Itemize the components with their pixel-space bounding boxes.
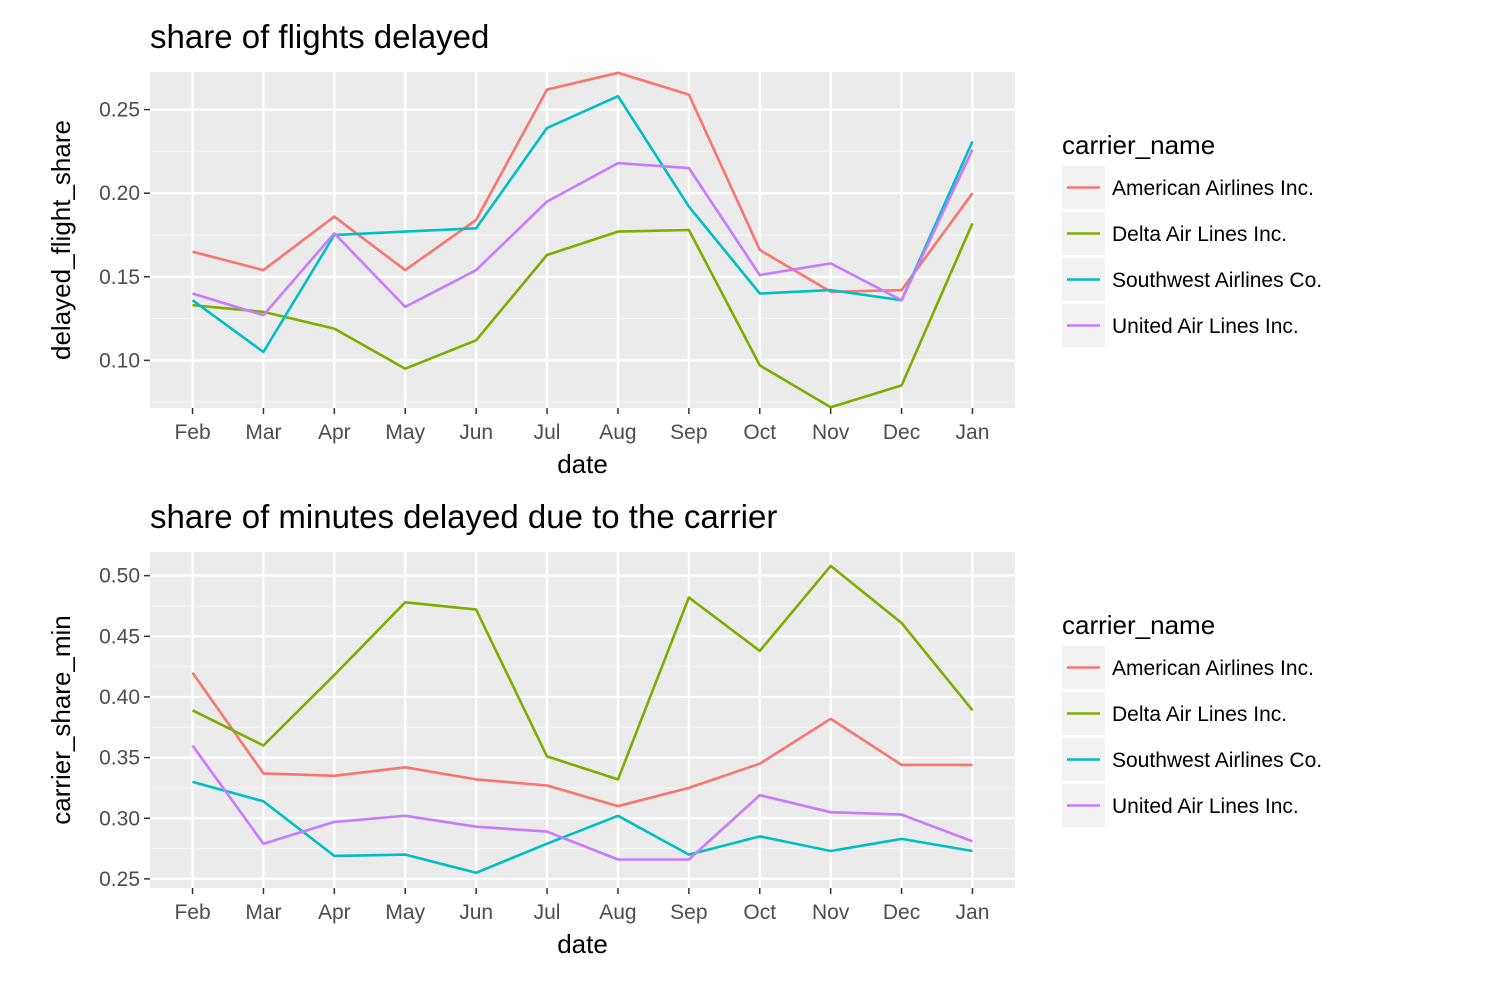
x-tick-label: Feb (174, 901, 210, 924)
y-tick-label: 0.25 (99, 99, 140, 122)
y-tick-label: 0.20 (99, 182, 140, 205)
series-line-4 (192, 149, 974, 317)
legend-label: United Air Lines Inc. (1112, 795, 1299, 818)
legend-label: American Airlines Inc. (1112, 177, 1314, 200)
x-tick-label: Oct (743, 901, 776, 924)
x-tick-label: Aug (599, 901, 636, 924)
chart-panel-2: share of minutes delayed due to the carr… (46, 498, 1322, 959)
series-line-4 (191, 744, 973, 861)
y-tick-label: 0.15 (99, 266, 140, 289)
x-tick-label: Dec (883, 421, 920, 444)
x-axis-title: date (557, 449, 608, 479)
legend-label: Delta Air Lines Inc. (1112, 223, 1287, 246)
y-tick-label: 0.10 (99, 349, 140, 372)
x-tick-label: Mar (245, 421, 281, 444)
x-tick-label: Nov (812, 901, 850, 924)
y-axis-title: delayed_flight_share (46, 120, 76, 360)
chart-title: share of minutes delayed due to the carr… (150, 498, 777, 535)
x-tick-label: Nov (812, 421, 850, 444)
x-tick-label: Sep (670, 901, 707, 924)
y-tick-label: 0.25 (99, 868, 140, 891)
legend-label: Delta Air Lines Inc. (1112, 703, 1287, 726)
y-tick-label: 0.45 (99, 625, 140, 648)
series-line-3 (191, 94, 974, 354)
series-line-2 (192, 222, 974, 409)
x-tick-label: May (385, 421, 425, 444)
legend-title: carrier_name (1062, 610, 1215, 640)
x-axis-title: date (557, 929, 608, 959)
y-tick-label: 0.40 (99, 686, 140, 709)
legend-label: United Air Lines Inc. (1112, 315, 1299, 338)
x-tick-label: May (385, 901, 425, 924)
x-tick-label: Jan (956, 421, 990, 444)
plot-background (150, 552, 1015, 888)
series-line-1 (191, 671, 973, 808)
x-tick-label: Mar (245, 901, 281, 924)
y-tick-label: 0.35 (99, 747, 140, 770)
chart-title: share of flights delayed (150, 18, 489, 55)
x-tick-label: Jan (956, 901, 990, 924)
x-tick-label: Jul (534, 421, 561, 444)
chart-panel-1: share of flights delayed 0.10 0.15 0.20 0.25… (46, 18, 1322, 479)
x-tick-label: Jul (534, 901, 561, 924)
x-tick-label: Feb (174, 421, 210, 444)
y-tick-label: 0.50 (99, 565, 140, 588)
x-tick-label: Apr (318, 901, 351, 924)
y-tick-label: 0.30 (99, 807, 140, 830)
x-tick-label: Sep (670, 421, 707, 444)
legend-label: Southwest Airlines Co. (1112, 749, 1322, 772)
series-line-2 (191, 564, 974, 781)
x-tick-label: Jun (459, 901, 493, 924)
x-tick-label: Oct (743, 421, 776, 444)
x-tick-label: Apr (318, 421, 351, 444)
legend-title: carrier_name (1062, 130, 1215, 160)
x-tick-label: Jun (459, 421, 493, 444)
y-axis-title: carrier_share_min (46, 615, 76, 825)
series-line-3 (192, 780, 973, 875)
legend-label: American Airlines Inc. (1112, 657, 1314, 680)
legend-label: Southwest Airlines Co. (1112, 269, 1322, 292)
plot-background (150, 72, 1015, 408)
x-tick-label: Dec (883, 901, 920, 924)
x-tick-label: Aug (599, 421, 636, 444)
